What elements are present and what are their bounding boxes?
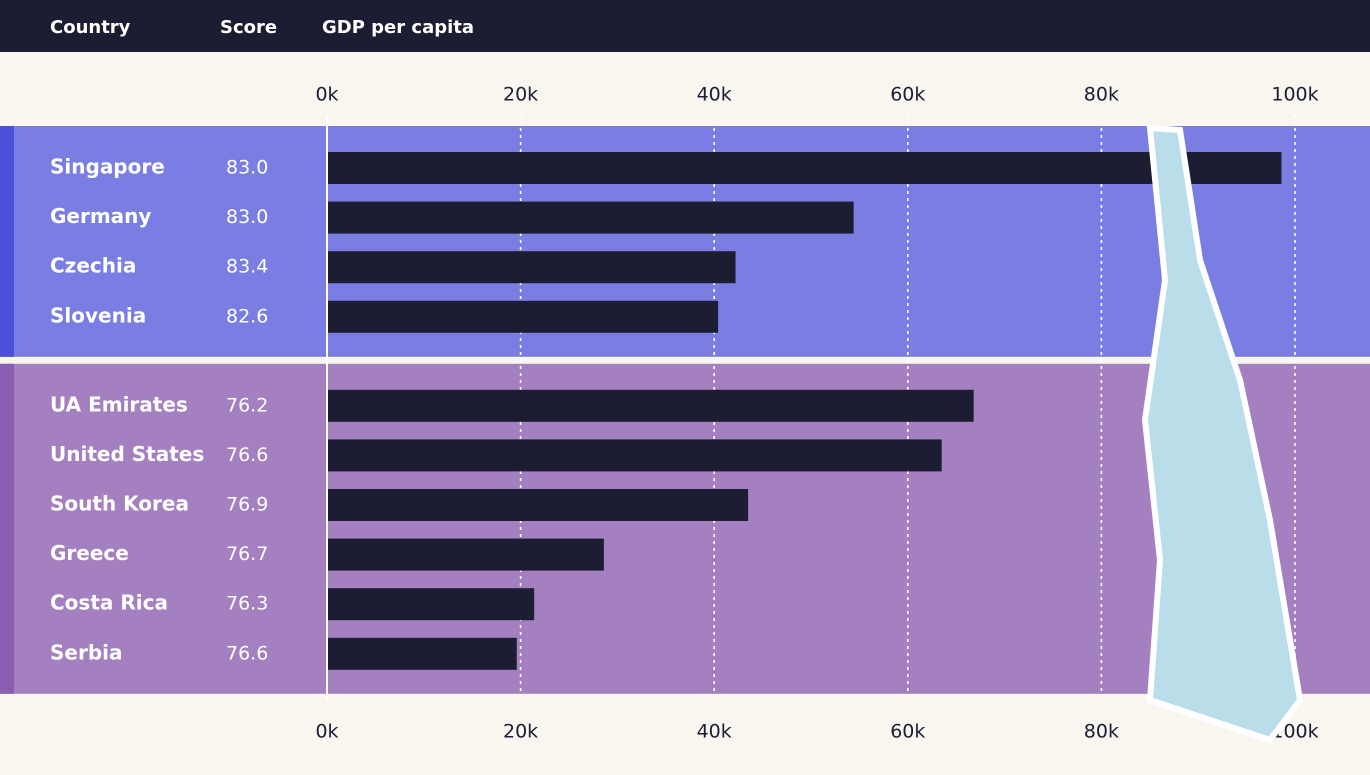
bar bbox=[328, 201, 854, 234]
country-label: UA Emirates bbox=[50, 392, 188, 416]
country-label: Slovenia bbox=[50, 303, 146, 327]
bar bbox=[328, 152, 1282, 184]
torn-paper-decoration bbox=[1141, 124, 1304, 744]
x-tick-label: 80k bbox=[1084, 84, 1119, 106]
bar bbox=[328, 439, 942, 472]
x-tick-label: 80k bbox=[1084, 721, 1119, 743]
country-label: Czechia bbox=[50, 254, 136, 278]
country-label: Greece bbox=[50, 541, 129, 565]
score-label: 76.2 bbox=[226, 394, 268, 416]
marks: Singapore 83.0 Germany 83.0 Czechia 83.4 Slove… bbox=[50, 152, 1282, 670]
bar bbox=[328, 489, 749, 521]
bar bbox=[328, 251, 736, 284]
score-label: 82.6 bbox=[226, 305, 268, 327]
column-header: GDP per capita bbox=[322, 17, 474, 38]
x-tick-label: 100k bbox=[1271, 84, 1318, 106]
group-accent bbox=[0, 126, 14, 357]
score-label: 76.6 bbox=[226, 444, 268, 466]
column-header: Country bbox=[50, 17, 131, 38]
country-label: Serbia bbox=[50, 640, 123, 664]
bar bbox=[328, 538, 604, 571]
bar bbox=[328, 389, 974, 422]
column-header: Score bbox=[220, 17, 277, 38]
score-label: 76.9 bbox=[226, 494, 268, 516]
x-tick-label: 40k bbox=[697, 721, 732, 743]
bar bbox=[328, 588, 535, 621]
bar bbox=[328, 300, 719, 333]
header-bar bbox=[0, 0, 1370, 52]
score-label: 76.3 bbox=[226, 593, 268, 615]
country-label: United States bbox=[50, 442, 204, 466]
x-tick-label: 60k bbox=[890, 84, 925, 106]
x-tick-label: 40k bbox=[697, 84, 732, 106]
x-tick-label: 20k bbox=[503, 84, 538, 106]
country-label: Singapore bbox=[50, 155, 165, 179]
score-label: 83.0 bbox=[226, 157, 268, 179]
x-tick-label: 60k bbox=[890, 721, 925, 743]
country-label: South Korea bbox=[50, 492, 189, 516]
x-tick-label: 0k bbox=[315, 84, 338, 106]
score-label: 83.4 bbox=[226, 256, 268, 278]
country-label: Germany bbox=[50, 204, 151, 228]
score-label: 83.0 bbox=[226, 206, 268, 228]
x-tick-label: 0k bbox=[315, 721, 338, 743]
group-accent bbox=[0, 363, 14, 694]
country-label: Costa Rica bbox=[50, 591, 168, 615]
x-tick-label: 20k bbox=[503, 721, 538, 743]
score-label: 76.7 bbox=[226, 543, 268, 565]
score-label: 76.6 bbox=[226, 642, 268, 664]
bar bbox=[328, 637, 517, 670]
